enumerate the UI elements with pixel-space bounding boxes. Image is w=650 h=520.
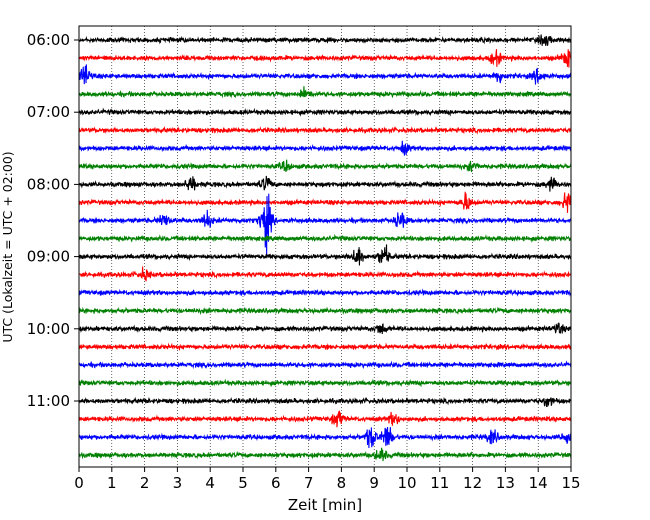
- y-tick-label: 09:00: [27, 248, 70, 266]
- x-tick-label: 5: [238, 474, 248, 492]
- y-axis: 06:00 07:00 08:00 09:00 10:00 11:00: [27, 31, 79, 410]
- y-tick-label: 08:00: [27, 175, 70, 193]
- x-tick-label: 7: [304, 474, 314, 492]
- seismogram-traces: [78, 34, 572, 462]
- trace-row: [78, 140, 572, 156]
- trace-row: [78, 360, 572, 370]
- trace-row: [78, 266, 572, 282]
- trace-row: [78, 191, 572, 213]
- x-axis: 0 1 2 3 4 5 6 7 8 9 10 11 12 13 14 15: [74, 467, 581, 492]
- x-tick-label: 13: [496, 474, 515, 492]
- trace-row: [78, 193, 572, 256]
- x-tick-label: 14: [529, 474, 548, 492]
- trace-row: [78, 86, 572, 99]
- x-tick-label: 4: [205, 474, 215, 492]
- trace-row: [78, 288, 572, 297]
- trace-row: [78, 233, 572, 244]
- x-tick-label: 12: [463, 474, 482, 492]
- x-tick-label: 3: [173, 474, 183, 492]
- trace-row: [78, 427, 572, 448]
- x-tick-label: 15: [561, 474, 580, 492]
- trace-row: [78, 175, 572, 192]
- y-tick-label: 10:00: [27, 320, 70, 338]
- trace-row: [78, 447, 572, 462]
- x-tick-label: 0: [74, 474, 84, 492]
- trace-row: [78, 342, 572, 352]
- y-tick-label: 06:00: [27, 31, 70, 49]
- trace-row: [78, 396, 572, 408]
- trace-row: [78, 34, 572, 46]
- x-tick-label: 9: [369, 474, 379, 492]
- trace-row: [78, 322, 572, 334]
- trace-row: [78, 159, 572, 172]
- x-tick-label: 8: [337, 474, 347, 492]
- trace-row: [78, 49, 572, 68]
- y-axis-title: UTC (Lokalzeit = UTC + 02:00): [0, 151, 15, 342]
- plot-frame: [78, 25, 572, 468]
- trace-row: [78, 410, 572, 428]
- x-tick-label: 10: [397, 474, 416, 492]
- x-tick-label: 2: [140, 474, 150, 492]
- trace-row: [78, 64, 572, 85]
- x-tick-label: 1: [107, 474, 117, 492]
- plot-background: [79, 26, 571, 467]
- trace-row: [78, 306, 572, 316]
- trace-row: [78, 125, 572, 135]
- x-axis-title: Zeit [min]: [288, 496, 362, 514]
- trace-row: [78, 378, 572, 388]
- trace-row: [78, 244, 572, 266]
- y-tick-label: 07:00: [27, 103, 70, 121]
- x-tick-label: 11: [430, 474, 449, 492]
- y-tick-label: 11:00: [27, 392, 70, 410]
- trace-row: [78, 107, 572, 117]
- x-tick-label: 6: [271, 474, 281, 492]
